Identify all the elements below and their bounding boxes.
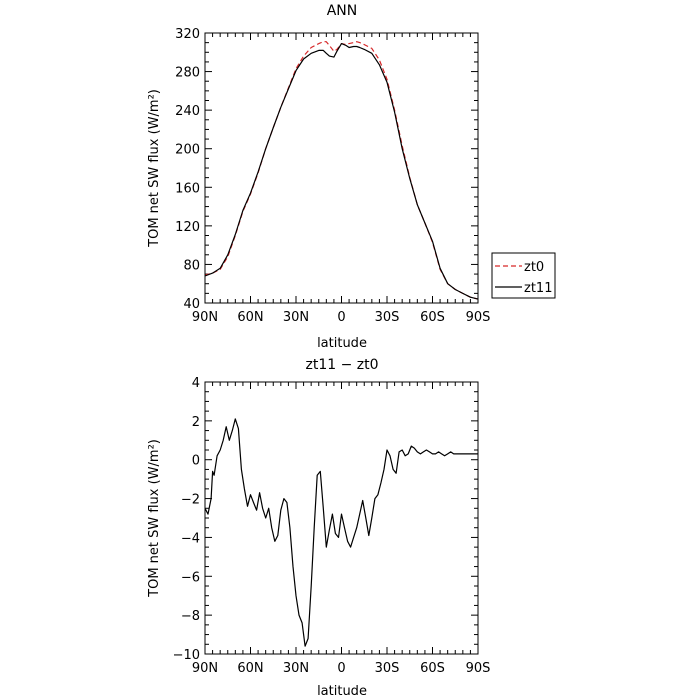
x-tick-label: 0: [337, 661, 345, 676]
legend-label-zt0: zt0: [524, 260, 544, 275]
y-tick-label: 160: [175, 181, 200, 196]
legend-label-zt11: zt11: [524, 281, 552, 296]
x-tick-label: 90S: [466, 310, 491, 325]
legend: zt0 zt11: [491, 252, 556, 299]
bottom-series-line-0: [204, 418, 478, 647]
bottom-ylabel: TOM net SW flux (W/m²): [147, 439, 162, 598]
y-tick-label: 320: [175, 27, 200, 42]
x-tick-label: 0: [337, 310, 345, 325]
y-tick-label: −6: [181, 570, 200, 585]
x-tick-label: 30N: [283, 661, 309, 676]
y-tick-label: 200: [175, 143, 200, 158]
top-series-line-zt0: [204, 41, 479, 300]
top-ticks: [204, 32, 479, 304]
x-tick-label: 60N: [237, 310, 263, 325]
legend-box: [491, 252, 556, 299]
top-series: [204, 41, 479, 300]
y-tick-label: −4: [181, 531, 200, 546]
x-tick-label: 30N: [283, 310, 309, 325]
bottom-plot-frame: [204, 381, 479, 655]
top-title: ANN: [327, 3, 358, 19]
y-tick-label: 80: [183, 258, 200, 273]
bottom-series: [204, 418, 478, 647]
top-tick-labels: 90N 60N 30N 0 30S 60S 90S 40 80 120 160 200 240 280 32…: [175, 27, 490, 325]
y-tick-label: −10: [173, 648, 200, 663]
x-tick-label: 60N: [237, 661, 263, 676]
top-panel: ANN 90N 60N 30N 0 30S 60S 90S 40 80 120 160 200 240 2…: [147, 3, 556, 351]
x-tick-label: 30S: [375, 310, 400, 325]
y-tick-label: 240: [175, 104, 200, 119]
bottom-title: zt11 − zt0: [305, 357, 378, 373]
y-tick-label: 4: [192, 376, 200, 391]
top-ylabel: TOM net SW flux (W/m²): [147, 89, 162, 248]
y-tick-label: 280: [175, 66, 200, 81]
bottom-tick-labels: 90N 60N 30N 0 30S 60S 90S −10 −8 −6 −4 −2 0 2 4: [173, 376, 491, 676]
x-tick-label: 90N: [192, 310, 218, 325]
x-tick-label: 30S: [375, 661, 400, 676]
y-tick-label: −8: [181, 609, 200, 624]
bottom-xlabel: latitude: [317, 684, 367, 699]
y-tick-label: −2: [181, 493, 200, 508]
x-tick-label: 90N: [192, 661, 218, 676]
bottom-panel: zt11 − zt0 90N 60N 30N 0 30S 60S 90S −10 −8 −6 −4 −…: [147, 357, 490, 699]
y-tick-label: 2: [192, 415, 200, 430]
top-plot-frame: [204, 32, 479, 304]
x-tick-label: 60S: [420, 661, 445, 676]
x-tick-label: 90S: [466, 661, 491, 676]
top-xlabel: latitude: [317, 336, 367, 351]
top-series-line-zt11: [204, 42, 479, 300]
y-tick-label: 120: [175, 220, 200, 235]
x-tick-label: 60S: [420, 310, 445, 325]
y-tick-label: 0: [192, 454, 200, 469]
y-tick-label: 40: [183, 297, 200, 312]
